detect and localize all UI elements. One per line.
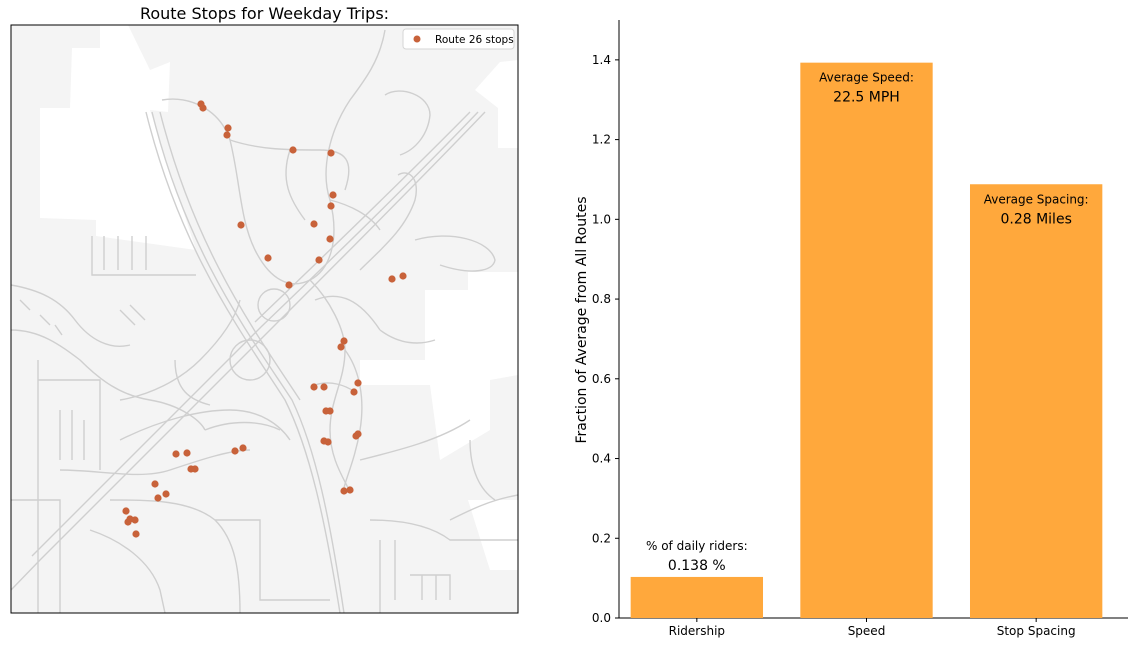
stop-point	[324, 438, 332, 446]
map-area	[11, 25, 518, 613]
annotation-label: Average Spacing:	[984, 192, 1089, 206]
y-tick-label: 1.4	[592, 53, 611, 67]
y-tick-label: 1.0	[592, 212, 611, 226]
stop-point	[264, 254, 272, 262]
stop-point	[320, 383, 328, 391]
stop-point	[231, 447, 239, 455]
x-tick-label: Stop Spacing	[997, 624, 1076, 638]
y-axis-label: Fraction of Average from All Routes	[574, 197, 590, 444]
y-tick-label: 0.4	[592, 452, 611, 466]
stop-point	[340, 487, 348, 495]
y-tick-label: 0.2	[592, 531, 611, 545]
stop-point	[399, 272, 407, 280]
stop-point	[326, 235, 334, 243]
x-tick-label: Speed	[848, 624, 886, 638]
stop-point	[223, 131, 231, 139]
stop-point	[326, 407, 334, 415]
stop-point	[154, 494, 162, 502]
stop-point	[183, 449, 191, 457]
bar-series	[630, 62, 1103, 618]
stop-point	[354, 379, 362, 387]
stop-point	[199, 104, 207, 112]
y-tick-label: 0.0	[592, 611, 611, 625]
stop-point	[122, 507, 130, 515]
stop-point	[310, 383, 318, 391]
stop-point	[327, 202, 335, 210]
stop-point	[191, 465, 199, 473]
stop-point	[354, 430, 362, 438]
map-title: Route Stops for Weekday Trips:	[139, 4, 390, 23]
y-tick-label: 1.2	[592, 133, 611, 147]
stop-point	[310, 220, 318, 228]
route-stops	[122, 100, 407, 538]
stop-point	[388, 275, 396, 283]
stop-point	[346, 486, 354, 494]
stop-point	[285, 281, 293, 289]
stop-point	[131, 516, 139, 524]
y-tick-label: 0.8	[592, 292, 611, 306]
stop-point	[315, 256, 323, 264]
stop-point	[132, 530, 140, 538]
road-network	[11, 29, 518, 613]
stop-point	[337, 343, 345, 351]
bar	[969, 184, 1103, 618]
bar-annotations: % of daily riders: 0.138 % Average Speed: 2…	[646, 71, 1089, 574]
stop-point	[124, 518, 132, 526]
stop-point	[239, 444, 247, 452]
annotation-label: Average Speed:	[819, 71, 914, 85]
legend-label: Route 26 stops	[435, 34, 514, 46]
stop-point	[289, 146, 297, 154]
stop-point	[340, 337, 348, 345]
bar	[800, 62, 933, 618]
stop-point	[350, 388, 358, 396]
legend-marker	[413, 35, 421, 43]
stop-point	[172, 450, 180, 458]
stop-point	[224, 124, 232, 132]
annotation-value: 0.138 %	[668, 558, 726, 574]
stop-point	[329, 191, 337, 199]
stop-point	[151, 480, 159, 488]
map-blank-regions	[40, 25, 518, 570]
y-tick-label: 0.6	[592, 372, 611, 386]
x-tick-label: Ridership	[669, 624, 725, 638]
annotation-value: 0.28 Miles	[1000, 211, 1071, 227]
bar	[630, 576, 764, 618]
annotation-value: 22.5 MPH	[833, 90, 900, 106]
map-legend: Route 26 stops	[402, 28, 515, 50]
annotation-label: % of daily riders:	[646, 539, 748, 553]
stop-point	[162, 490, 170, 498]
map-frame	[10, 24, 519, 614]
stop-point	[327, 149, 335, 157]
stop-point	[237, 221, 245, 229]
